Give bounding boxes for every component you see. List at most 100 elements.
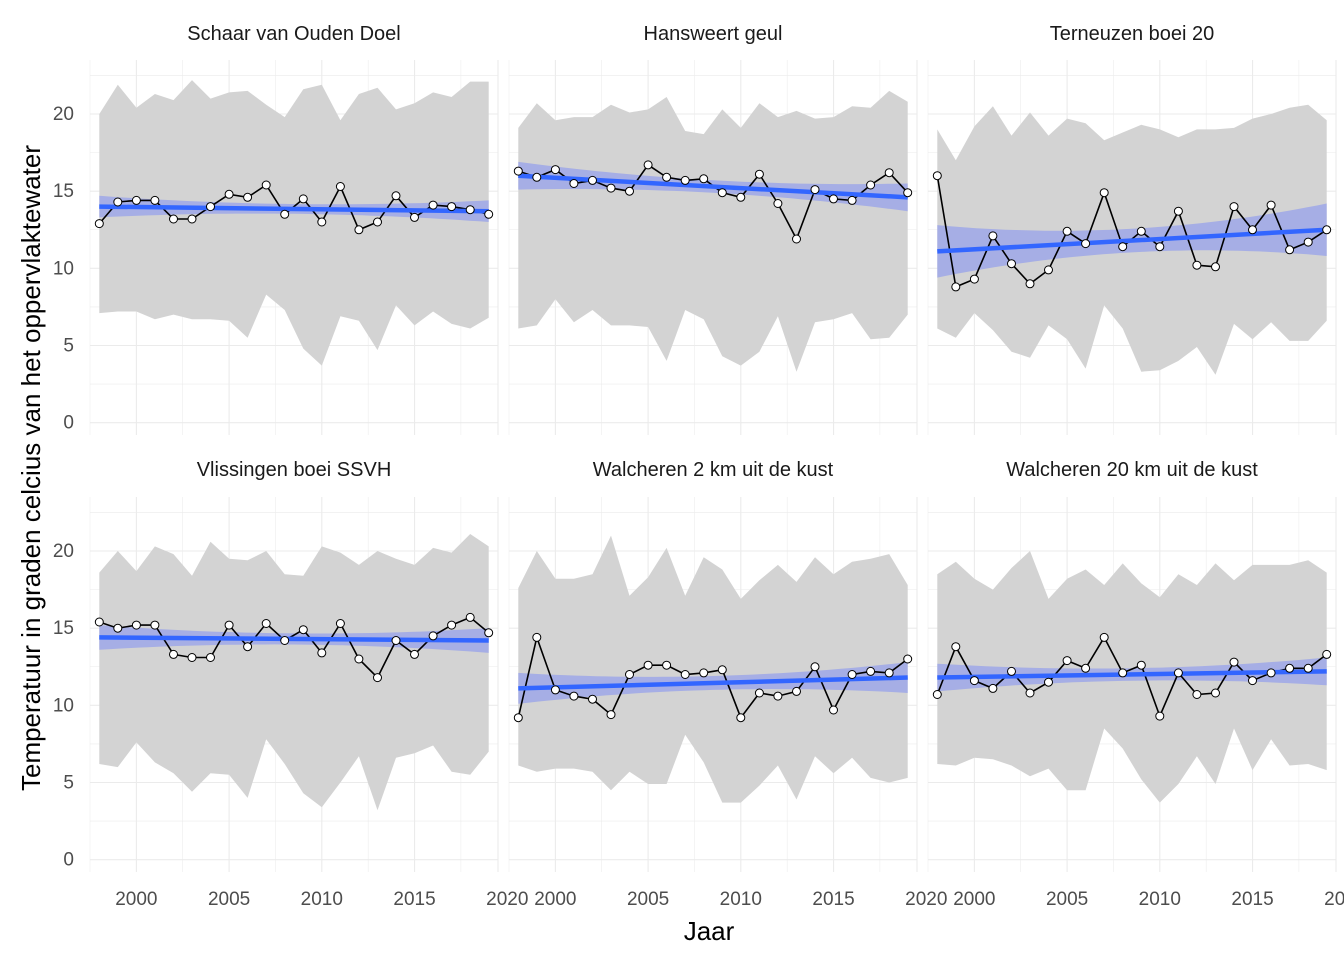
panel-2: Hansweert geul [508, 23, 918, 435]
data-point [606, 710, 616, 720]
y-tick-label: 0 [63, 413, 74, 434]
data-point [643, 160, 653, 170]
data-point [951, 642, 961, 652]
y-tick-label: 10 [53, 258, 74, 279]
min-max-ribbon [518, 535, 908, 803]
data-point [773, 691, 783, 701]
data-point [335, 619, 345, 628]
data-point [513, 166, 523, 176]
panel-title: Schaar van Ouden Doel [187, 23, 400, 45]
x-tick-label: 2020 [1324, 889, 1344, 910]
data-point [829, 194, 838, 204]
data-point [131, 195, 141, 205]
data-point [1118, 242, 1128, 252]
data-point [717, 665, 727, 675]
data-point [391, 636, 401, 645]
data-point [932, 690, 942, 699]
data-point [1062, 656, 1072, 666]
data-point [643, 660, 653, 670]
data-point [1285, 245, 1295, 255]
x-tick-label: 2005 [1046, 889, 1088, 910]
data-point [1081, 239, 1091, 249]
data-point [1007, 666, 1016, 676]
x-tick-label: 2000 [115, 889, 157, 910]
x-tick-label: 2010 [1139, 889, 1181, 910]
data-point [903, 654, 913, 664]
data-point [736, 713, 746, 723]
data-point [206, 653, 215, 662]
data-point [150, 195, 160, 205]
data-point [113, 197, 123, 207]
data-point [532, 632, 542, 642]
data-point [625, 186, 634, 196]
x-tick-label: 2000 [534, 889, 576, 910]
data-point [1303, 237, 1313, 247]
trend-line [99, 204, 489, 214]
data-point [588, 694, 597, 704]
data-point [903, 188, 913, 198]
data-point [169, 649, 178, 659]
panel-title: Terneuzen boei 20 [1050, 23, 1215, 45]
data-point [1229, 202, 1239, 212]
data-point [447, 202, 457, 212]
data-point [951, 282, 961, 292]
data-point [1192, 260, 1202, 270]
data-point [484, 628, 494, 638]
data-point [465, 612, 475, 622]
data-point [829, 705, 838, 715]
y-tick-label: 20 [53, 104, 74, 125]
data-point [969, 274, 979, 284]
data-point [113, 623, 123, 633]
data-point [317, 217, 327, 227]
data-point [1136, 226, 1146, 236]
data-point [243, 642, 253, 652]
data-point [1229, 657, 1239, 667]
x-tick-label: 2005 [208, 889, 250, 910]
x-tick-label: 2020 [905, 889, 947, 910]
data-point [1044, 677, 1053, 687]
y-tick-label: 15 [53, 181, 74, 202]
data-point [224, 189, 234, 199]
x-tick-label: 2015 [812, 889, 854, 910]
y-tick-label: 15 [53, 618, 74, 639]
data-point [187, 653, 197, 662]
data-point [187, 214, 197, 224]
panel-5: Walcheren 2 km uit de kust [508, 459, 918, 872]
data-point [588, 175, 597, 185]
trend-line [937, 669, 1327, 680]
x-tick-labels: 2000 2005 2010 2015 2020 2000 2005 2010 2015 2020… [115, 889, 1344, 910]
data-point [680, 670, 690, 679]
panels-layer: Schaar van Ouden Doel Hansweert geul Terne… [89, 23, 1337, 872]
data-point [1099, 188, 1109, 198]
mean-series-line [936, 635, 1328, 719]
data-point [1007, 259, 1016, 269]
trend-line [937, 227, 1327, 254]
data-point [988, 683, 998, 693]
data-point [94, 219, 104, 229]
panel-3: Terneuzen boei 20 [927, 23, 1337, 435]
data-point [428, 631, 438, 641]
data-point [625, 670, 634, 679]
data-point [988, 231, 998, 241]
data-point [224, 620, 234, 630]
trend-line [518, 675, 908, 691]
data-point [373, 673, 382, 683]
data-point [206, 202, 215, 212]
data-point [1173, 668, 1183, 678]
min-max-ribbon [99, 80, 489, 366]
data-point [1155, 711, 1165, 721]
data-point [1044, 265, 1053, 275]
data-point [298, 625, 308, 635]
data-point [810, 662, 820, 672]
y-tick-label: 0 [63, 850, 74, 871]
data-point [317, 648, 327, 658]
data-point [1322, 225, 1332, 235]
data-point [847, 670, 857, 679]
x-tick-label: 2010 [720, 889, 762, 910]
panel-1: Schaar van Ouden Doel [89, 23, 499, 435]
data-point [662, 660, 672, 670]
data-point [1266, 668, 1276, 678]
x-tick-label: 2015 [1231, 889, 1273, 910]
data-point [792, 234, 801, 244]
